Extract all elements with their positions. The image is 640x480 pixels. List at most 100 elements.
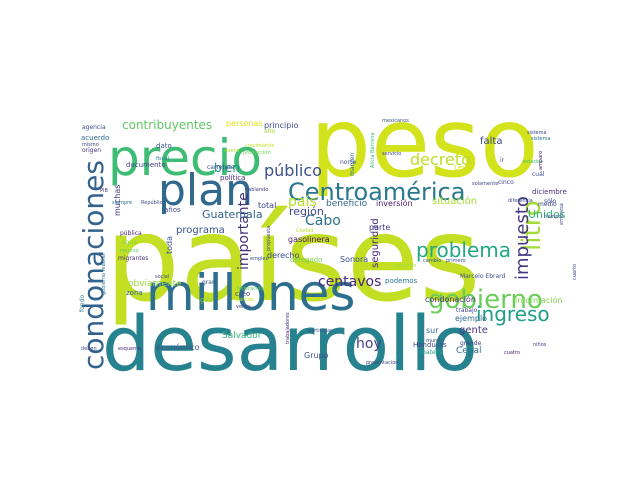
word-honduras: Honduras xyxy=(413,341,447,349)
word-cinco: cinco xyxy=(498,179,514,186)
word-margen: margen xyxy=(349,153,356,176)
word-millones: millones xyxy=(146,264,355,322)
word-tiempo: tiempo xyxy=(544,214,562,220)
word-guatemala: Guatemala xyxy=(202,208,263,221)
word-sistema: sistema xyxy=(531,136,551,142)
word-siempre: siempre xyxy=(112,200,132,206)
word-social: social xyxy=(155,274,169,280)
word-años: años xyxy=(164,206,181,214)
word-alicia-bárcena: Alicia Bárcena xyxy=(369,133,376,169)
word-diferencia: diferencia xyxy=(508,198,533,204)
word-servicio: servicio xyxy=(382,151,401,157)
word-gran: gran xyxy=(202,279,216,286)
word-cuatro: cuatro xyxy=(504,350,520,356)
word-crecimiento: crecimiento xyxy=(245,143,274,149)
word-nuevo: nuevo xyxy=(224,148,239,154)
word-creo: creo xyxy=(235,290,250,298)
word-grupo: Grupo xyxy=(304,351,329,360)
word-unidos: Unidos xyxy=(528,208,566,221)
word-cabo: Cabo xyxy=(305,213,341,229)
word-esquema: esquema xyxy=(118,346,141,352)
word-cuarto: cuarto xyxy=(572,264,578,280)
word-programa: programa xyxy=(176,225,225,236)
word-empresa: empresa xyxy=(559,203,565,225)
word-fiscal: fiscal xyxy=(156,156,169,162)
word-marcelo-ebrard: Marcelo Ebrard xyxy=(460,273,506,280)
word-condonación: condonación xyxy=(425,294,476,304)
word-beneficio: beneficio xyxy=(326,199,368,209)
word-pib: PIB xyxy=(100,188,108,194)
word-mexicanos: mexicanos xyxy=(382,118,409,124)
word-ir: ir xyxy=(500,157,505,164)
word-país: país xyxy=(288,194,317,210)
word-trabajo: trabajo xyxy=(456,307,478,314)
word-personas: personas xyxy=(226,119,263,128)
word-gasolinera: gasolinera xyxy=(288,235,330,244)
word-carretera: carretera xyxy=(207,164,235,171)
word-migrantes: migrantes xyxy=(118,255,148,262)
word-ingreso: ingreso xyxy=(476,302,550,326)
word-situación: situación xyxy=(432,195,477,207)
word-importante: importante xyxy=(236,192,252,270)
word-público: público xyxy=(264,161,322,180)
word-gente: gente xyxy=(459,325,488,336)
word-venta: venta xyxy=(236,304,250,310)
word-materia: materia xyxy=(420,349,444,356)
word-inversión: inversión xyxy=(376,198,413,208)
word-problema: problema xyxy=(416,238,511,262)
word-impuesto: impuesto xyxy=(512,196,533,280)
word-zona: zona xyxy=(126,289,143,297)
word-centavos: centavos xyxy=(318,274,381,290)
word-contribuyentes: contribuyentes xyxy=(122,118,212,132)
word-países: países xyxy=(105,190,481,328)
word-cambio: cambio xyxy=(423,258,441,264)
word-alto: alto xyxy=(264,128,276,135)
word-región: región xyxy=(289,205,324,218)
word-centroamérica: Centroamérica xyxy=(288,178,465,206)
word-origen: origen xyxy=(82,147,101,154)
word-acuerdo: acuerdo xyxy=(81,134,109,142)
word-política: política xyxy=(220,174,245,182)
word-gas: gas xyxy=(200,296,213,304)
word-información: información xyxy=(515,295,562,305)
word-económico: económico xyxy=(156,342,200,352)
word-sur: sur xyxy=(426,326,439,335)
word-medio: medio xyxy=(538,201,557,208)
word-recurso: recurso xyxy=(120,248,139,254)
word-agencia: agencia xyxy=(82,124,106,131)
word-precio: precio xyxy=(108,129,262,187)
word-obviamente: obviamente xyxy=(128,279,182,289)
word-cepal: Cepal xyxy=(456,346,482,356)
word-hablando: hablando xyxy=(245,187,268,193)
word-presentación: presentación xyxy=(366,359,398,366)
word-empleo: empleo xyxy=(250,256,269,262)
word-amparo: amparo xyxy=(538,151,544,170)
word-grande: grande xyxy=(460,340,482,347)
word-salvador: Salvador xyxy=(222,331,262,341)
word-sistema: sistema xyxy=(527,130,547,136)
word-dato: dato xyxy=(156,142,172,150)
word-deben: deben xyxy=(81,346,97,352)
word-parte: parte xyxy=(369,223,390,232)
word-propuesta: propuesta xyxy=(266,226,272,251)
word-seguridad: seguridad xyxy=(370,218,381,268)
word-pública: pública xyxy=(120,230,142,237)
word-cuál: cuál xyxy=(532,171,545,178)
word-segundo: segundo xyxy=(395,263,416,269)
cloud-background xyxy=(80,113,572,369)
word-toda: toda xyxy=(165,236,174,254)
word-podemos: podemos xyxy=(385,277,418,285)
word-ejemplo: ejemplo xyxy=(455,314,487,323)
word-agua: agua xyxy=(122,239,137,246)
word-principio: principio xyxy=(264,121,299,130)
word-trabajadores: trabajadores xyxy=(285,312,291,344)
word-solamente: solamente xyxy=(472,181,498,187)
word-litro: litro xyxy=(517,200,547,251)
word-gobierno-federal: gobierno federal xyxy=(101,254,107,295)
word-gobierno: gobierno xyxy=(428,285,543,315)
word-ley: Ley xyxy=(454,164,466,172)
word-falta: falta xyxy=(480,136,502,147)
word-documento: documento xyxy=(126,161,166,169)
word-norte: norte xyxy=(340,159,356,166)
